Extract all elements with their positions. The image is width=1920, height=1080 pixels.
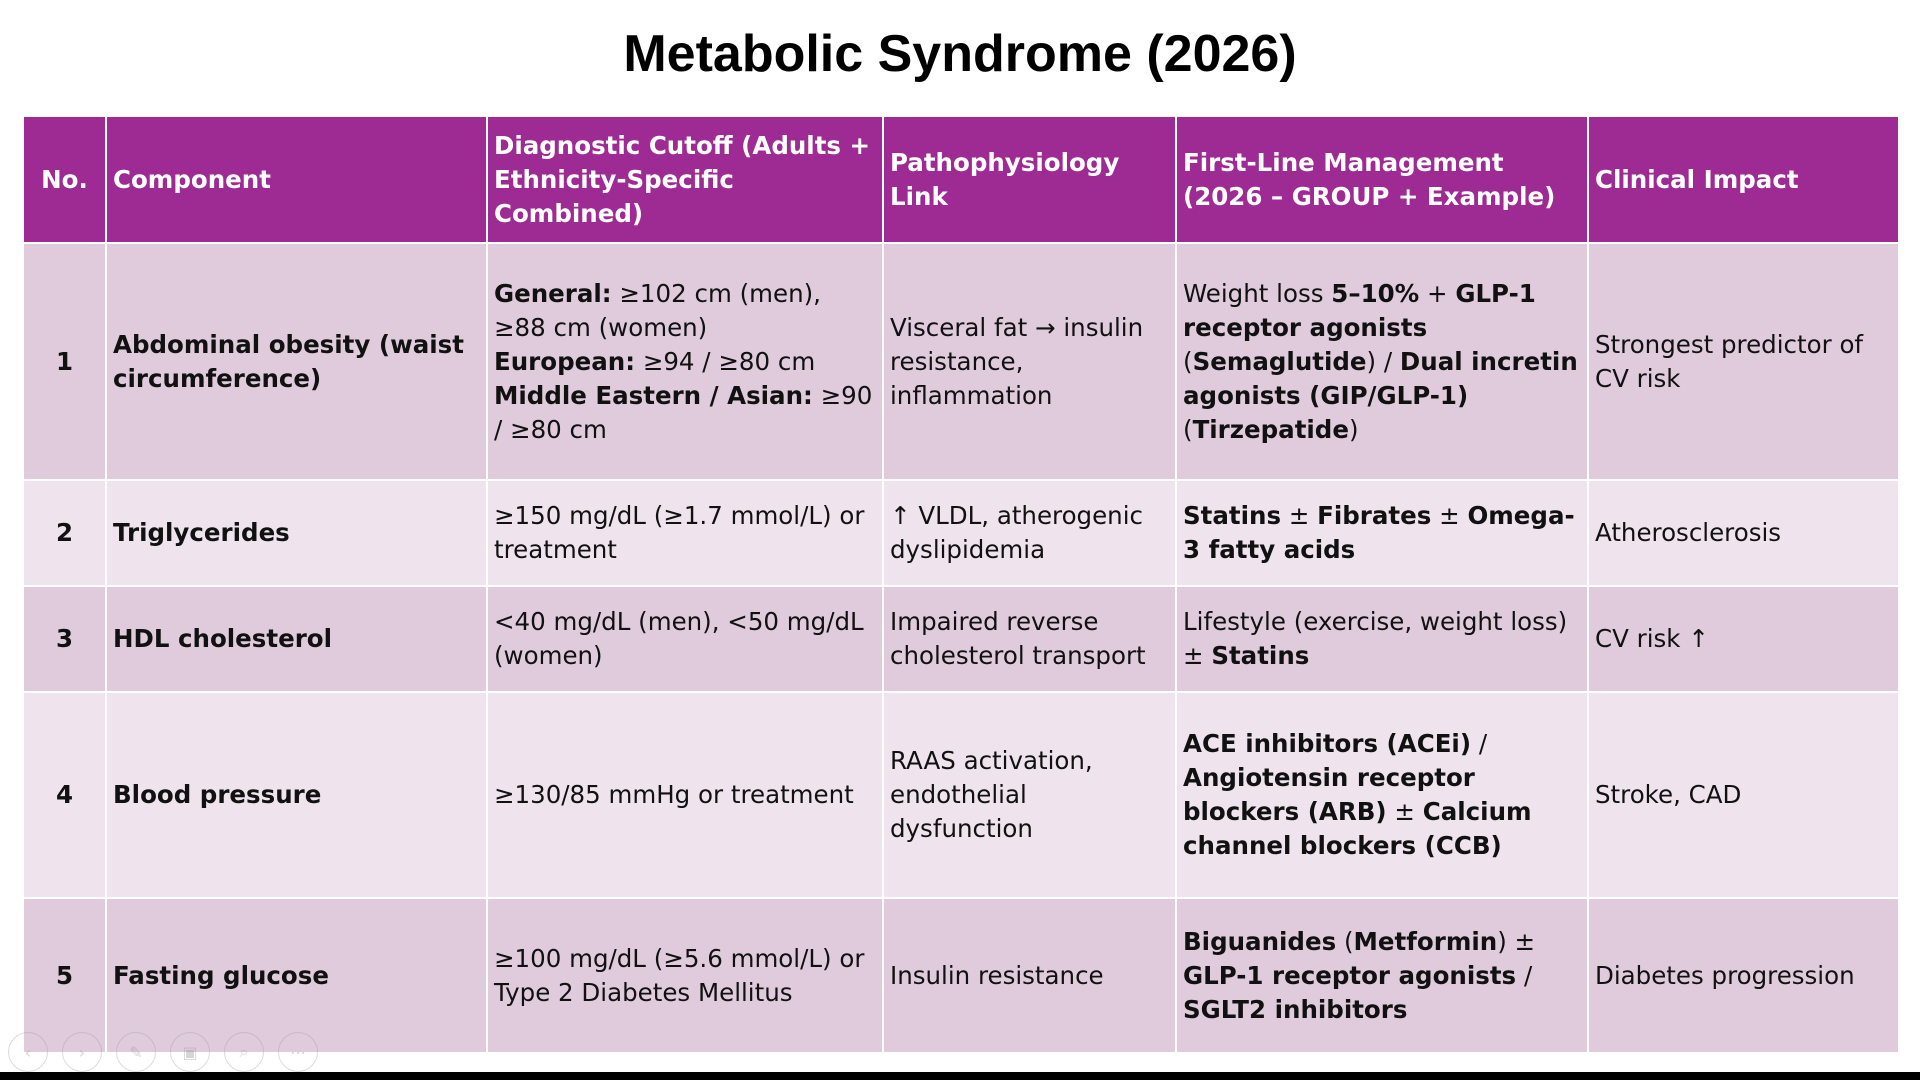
bottom-bar: [0, 1072, 1920, 1080]
slide-title: Metabolic Syndrome (2026): [623, 25, 1297, 83]
row-number: 1: [22, 242, 107, 481]
pathophysiology-link: Insulin resistance: [882, 897, 1177, 1054]
more-icon[interactable]: ⋯: [278, 1032, 318, 1072]
table-row: 1 Abdominal obesity (waist circumference…: [22, 242, 1900, 481]
table-row: 2 Triglycerides ≥150 mg/dL (≥1.7 mmol/L)…: [22, 479, 1900, 587]
management-emphasis: Metformin: [1353, 926, 1498, 956]
row-number: 3: [22, 585, 107, 693]
component-name: Triglycerides: [105, 479, 488, 587]
cutoff-value: ≥90 / ≥80 cm: [494, 380, 873, 444]
cutoff-value: ≥94 / ≥80 cm: [635, 346, 816, 376]
diagnostic-cutoff: <40 mg/dL (men), <50 mg/dL (women): [486, 585, 884, 693]
first-line-management: Weight loss 5–10% + GLP-1 receptor agoni…: [1175, 242, 1589, 481]
diagnostic-cutoff: ≥100 mg/dL (≥5.6 mmol/L) or Type 2 Diabe…: [486, 897, 884, 1054]
management-emphasis: GLP-1 receptor agonists: [1183, 278, 1536, 342]
header-clinical-impact: Clinical Impact: [1587, 115, 1900, 244]
component-name: HDL cholesterol: [105, 585, 488, 693]
management-emphasis: Omega-3 fatty acids: [1183, 501, 1575, 564]
table-row: 4 Blood pressure ≥130/85 mmHg or treatme…: [22, 691, 1900, 899]
management-text: /: [1516, 960, 1533, 990]
management-text: (: [1183, 414, 1193, 444]
cutoff-value: ≥102 cm (men), ≥88 cm (women): [494, 278, 821, 342]
component-name: Blood pressure: [105, 691, 488, 899]
table-row: 5 Fasting glucose ≥100 mg/dL (≥5.6 mmol/…: [22, 897, 1900, 1054]
clinical-impact: Stroke, CAD: [1587, 691, 1900, 899]
clinical-impact: Strongest predictor of CV risk: [1587, 242, 1900, 481]
management-text: (: [1336, 926, 1354, 956]
header-pathophysiology: Pathophysiology Link: [882, 115, 1177, 244]
management-emphasis: SGLT2 inhibitors: [1183, 994, 1408, 1024]
header-management: First-Line Management (2026 – GROUP + Ex…: [1175, 115, 1589, 244]
management-emphasis: Biguanides: [1183, 926, 1337, 956]
management-text: ±: [1281, 501, 1318, 530]
clinical-impact: Diabetes progression: [1587, 897, 1900, 1054]
cutoff-label: Middle Eastern / Asian:: [494, 380, 813, 410]
component-name: Fasting glucose: [105, 897, 488, 1054]
management-emphasis: GLP-1 receptor agonists: [1183, 960, 1517, 990]
prev-arrow-icon[interactable]: ‹: [8, 1032, 48, 1072]
clinical-impact: CV risk ↑: [1587, 585, 1900, 693]
pathophysiology-link: Impaired reverse cholesterol transport: [882, 585, 1177, 693]
zoom-icon[interactable]: ⌕: [224, 1032, 264, 1072]
management-emphasis: Angiotensin receptor blockers (ARB): [1183, 763, 1475, 826]
table-header-row: No. Component Diagnostic Cutoff (Adults …: [22, 115, 1900, 244]
first-line-management: Statins ± Fibrates ± Omega-3 fatty acids: [1175, 479, 1589, 587]
cutoff-label: European:: [494, 346, 636, 376]
header-no: No.: [22, 115, 107, 244]
pathophysiology-link: RAAS activation, endothelial dysfunction: [882, 691, 1177, 899]
diagnostic-cutoff: General: ≥102 cm (men), ≥88 cm (women) E…: [486, 242, 884, 481]
header-diagnostic-cutoff: Diagnostic Cutoff (Adults + Ethnicity-Sp…: [486, 115, 884, 244]
management-emphasis: ACE inhibitors (ACEi): [1183, 729, 1472, 758]
pathophysiology-link: Visceral fat → insulin resistance, infla…: [882, 242, 1177, 481]
management-emphasis: Fibrates: [1317, 501, 1432, 530]
pathophysiology-link: ↑ VLDL, atherogenic dyslipidemia: [882, 479, 1177, 587]
cutoff-label: General:: [494, 278, 612, 308]
management-emphasis: Calcium channel blockers (CCB): [1183, 797, 1532, 860]
first-line-management: Biguanides (Metformin) ± GLP-1 receptor …: [1175, 897, 1589, 1054]
pen-icon[interactable]: ✎: [116, 1032, 156, 1072]
next-arrow-icon[interactable]: ›: [62, 1032, 102, 1072]
management-text: ±: [1386, 797, 1423, 826]
first-line-management: ACE inhibitors (ACEi) / Angiotensin rece…: [1175, 691, 1589, 899]
row-number: 4: [22, 691, 107, 899]
management-emphasis: Statins: [1183, 501, 1282, 530]
diagnostic-cutoff: ≥150 mg/dL (≥1.7 mmol/L) or treatment: [486, 479, 884, 587]
management-emphasis: 5–10%: [1331, 278, 1420, 308]
management-emphasis: Dual incretin agonists (GIP/GLP-1): [1183, 346, 1578, 410]
management-text: /: [1471, 729, 1488, 758]
management-text: Lifestyle (exercise, weight loss) ±: [1183, 607, 1568, 670]
diagnostic-cutoff: ≥130/85 mmHg or treatment: [486, 691, 884, 899]
management-text: Weight loss: [1183, 278, 1332, 308]
management-text: ): [1348, 414, 1359, 444]
management-emphasis: Tirzepatide: [1192, 414, 1349, 444]
first-line-management: Lifestyle (exercise, weight loss) ± Stat…: [1175, 585, 1589, 693]
slideshow-toolbar: ‹ › ✎ ▣ ⌕ ⋯: [8, 1030, 318, 1074]
management-text: ) ±: [1497, 926, 1536, 956]
management-text: +: [1419, 278, 1456, 308]
header-component: Component: [105, 115, 488, 244]
slides-icon[interactable]: ▣: [170, 1032, 210, 1072]
management-emphasis: Statins: [1211, 641, 1310, 670]
metabolic-syndrome-table: No. Component Diagnostic Cutoff (Adults …: [22, 115, 1900, 1054]
management-emphasis: Semaglutide: [1192, 346, 1367, 376]
management-text: ±: [1431, 501, 1468, 530]
management-text: ) /: [1366, 346, 1400, 376]
management-text: (: [1183, 346, 1193, 376]
row-number: 2: [22, 479, 107, 587]
clinical-impact: Atherosclerosis: [1587, 479, 1900, 587]
table-row: 3 HDL cholesterol <40 mg/dL (men), <50 m…: [22, 585, 1900, 693]
component-name: Abdominal obesity (waist circumference): [105, 242, 488, 481]
